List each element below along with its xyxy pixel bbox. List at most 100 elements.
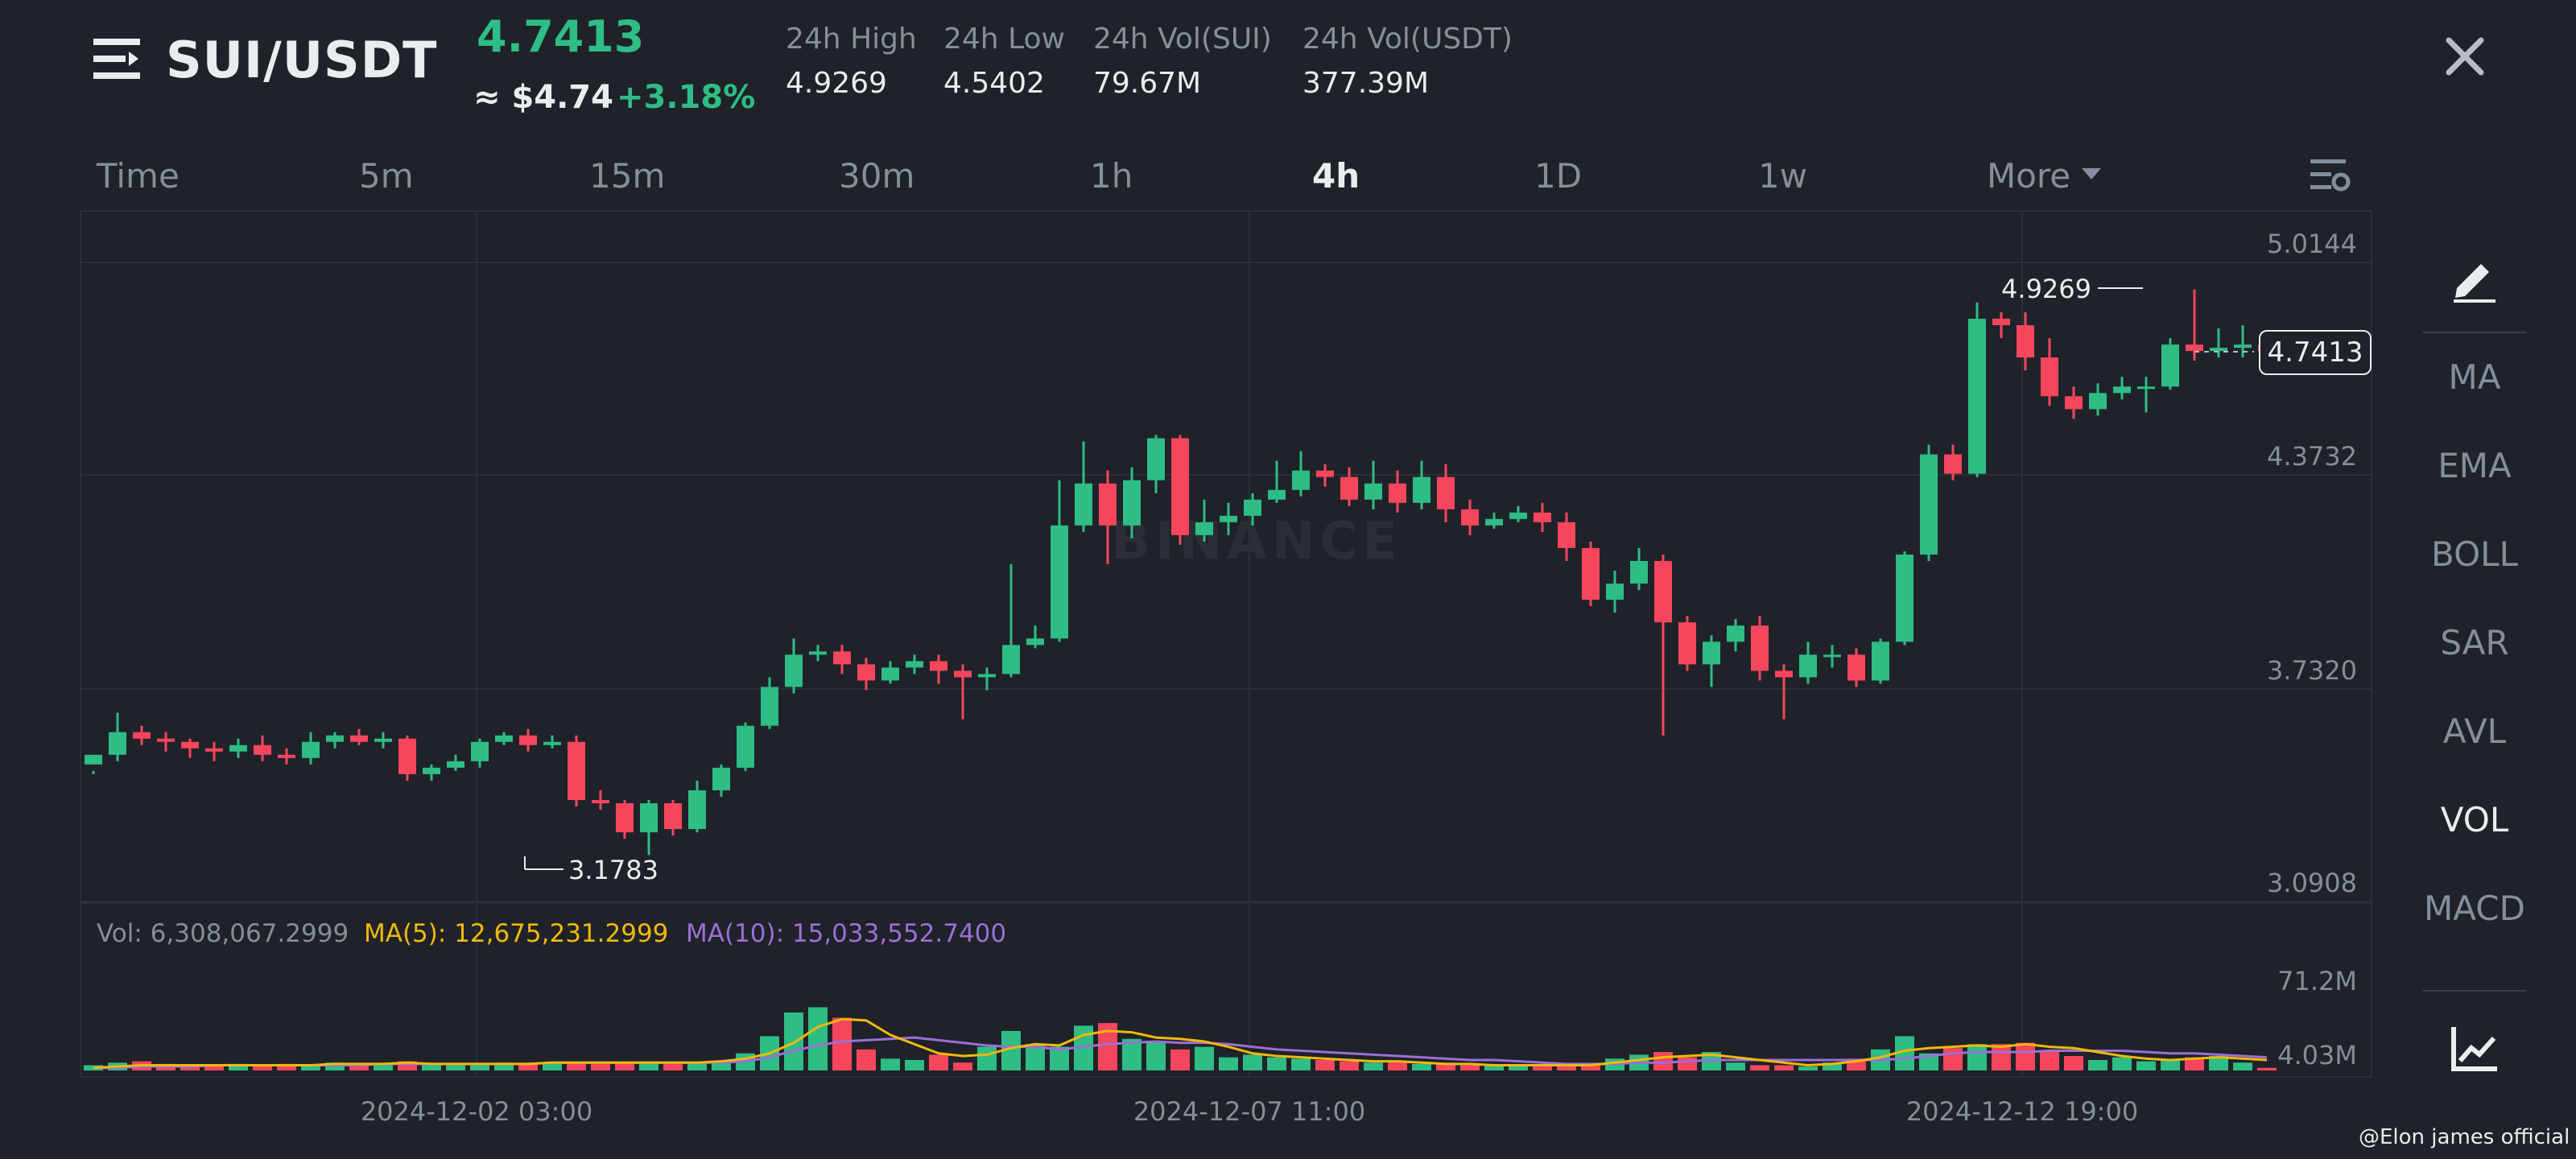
candle-body [833,651,851,665]
stat-label: 24h High [786,23,917,56]
indicator-boll[interactable]: BOLL [2431,534,2518,574]
time-tick-label: 2024-12-12 19:00 [1906,1096,2138,1127]
volume-bar [832,1017,852,1070]
stat-value: 377.39M [1302,67,1430,100]
volume-bar [1702,1052,1721,1070]
volume-bar [1726,1062,1745,1070]
volume-bar [301,1065,320,1070]
draw-tool-icon[interactable] [2449,251,2500,303]
tab-time[interactable]: Time [97,156,180,196]
stat-value: 79.67M [1093,67,1202,100]
time-tick-label: 2024-12-02 03:00 [361,1096,592,1127]
volume-bar [1340,1061,1359,1070]
candle-body [157,738,175,742]
volume-bar [2016,1042,2035,1070]
volume-bar [567,1062,586,1070]
indicator-macd[interactable]: MACD [2424,889,2525,928]
candle-body [85,754,102,765]
menu-icon[interactable] [92,34,142,84]
candle-body [640,802,658,833]
volume-bar [1460,1065,1480,1070]
volume-bar [1823,1062,1842,1070]
candle-body [1026,638,1044,645]
candle-body [519,735,537,745]
candle-body [1968,318,1986,474]
tab-30m[interactable]: 30m [839,156,915,196]
candle-body [1099,483,1117,526]
candle-body [374,738,392,742]
tab-more[interactable]: More [1987,156,2102,196]
candle-body [761,687,778,726]
candle-body [229,744,247,752]
indicator-vol[interactable]: VOL [2440,800,2509,839]
volume-tick-label: 4.03M [2277,1040,2357,1070]
candle-body [471,741,489,761]
volume-bar [494,1062,514,1070]
volume-bar [1436,1063,1455,1070]
candle-body [1582,547,1600,600]
price-markers: 4.9269 3.1783 [524,274,2254,885]
candle-body [1340,476,1358,500]
candle-body [2186,344,2203,352]
stat-24h-low: 24h Low 4.5402 [943,23,1065,100]
candle-body [350,735,368,742]
candle-body [1703,641,1720,665]
volume-bar [2136,1061,2156,1070]
candle-body [1292,470,1310,490]
candle-body [447,761,464,768]
candle-body [1123,480,1141,526]
tab-1d[interactable]: 1D [1534,156,1583,196]
close-icon[interactable] [2441,32,2489,80]
chart-trend-icon[interactable] [2450,1024,2499,1072]
volume-bar [1943,1048,1963,1070]
volume-bar [1678,1057,1697,1070]
candle-body [1920,454,1938,555]
volume-ma5-line [93,1017,2268,1070]
volume-bar [929,1054,948,1070]
volume-label: Vol: 6,308,067.2999 [97,919,349,948]
candle-body [1171,438,1189,535]
volume-bar [253,1065,272,1070]
volume-bar [1750,1065,1769,1070]
volume-bar [277,1063,296,1070]
tab-1h[interactable]: 1h [1090,156,1133,196]
exchange-watermark: BINANCE [1111,512,1402,571]
candle-body [2210,348,2227,352]
candle-body [2089,393,2107,410]
candle-body [1268,489,1286,500]
tab-15m[interactable]: 15m [589,156,666,196]
candle-body [1944,454,1962,474]
candle-body [1727,625,1744,642]
divider [2423,990,2526,992]
candle-body [2041,357,2058,397]
volume-bar [518,1063,538,1070]
candle-body [1220,515,1237,522]
tab-5m[interactable]: 5m [359,156,414,196]
volume-bar [1533,1066,1552,1070]
candle-body [2017,325,2034,358]
candle-body [881,667,899,681]
tab-4h[interactable]: 4h [1312,156,1360,196]
candle-body [398,738,416,774]
usd-approx: ≈ $4.74 [473,79,613,116]
candle-body [616,802,634,833]
divider [2423,332,2526,333]
candle-body [2234,344,2252,349]
candle-body [978,674,996,678]
candle-body [2161,344,2179,387]
candle-body [133,732,151,739]
candle-body [1244,499,1261,516]
indicator-sar[interactable]: SAR [2440,623,2509,662]
candle-body [495,735,513,742]
indicator-ma[interactable]: MA [2448,357,2501,397]
tab-1w[interactable]: 1w [1758,156,1808,196]
indicator-ema[interactable]: EMA [2438,446,2512,485]
tab-more-label: More [1987,156,2071,196]
volume-bar [977,1046,997,1070]
axis-labels: 5.0144 4.3732 3.7320 3.0908 71.2M 4.03M 2024-1… [97,229,2357,1127]
indicator-avl[interactable]: AVL [2442,711,2507,751]
candle-body [181,741,199,749]
chart-settings-icon[interactable] [2309,155,2351,196]
pair-title[interactable]: SUI/USDT [166,31,438,89]
